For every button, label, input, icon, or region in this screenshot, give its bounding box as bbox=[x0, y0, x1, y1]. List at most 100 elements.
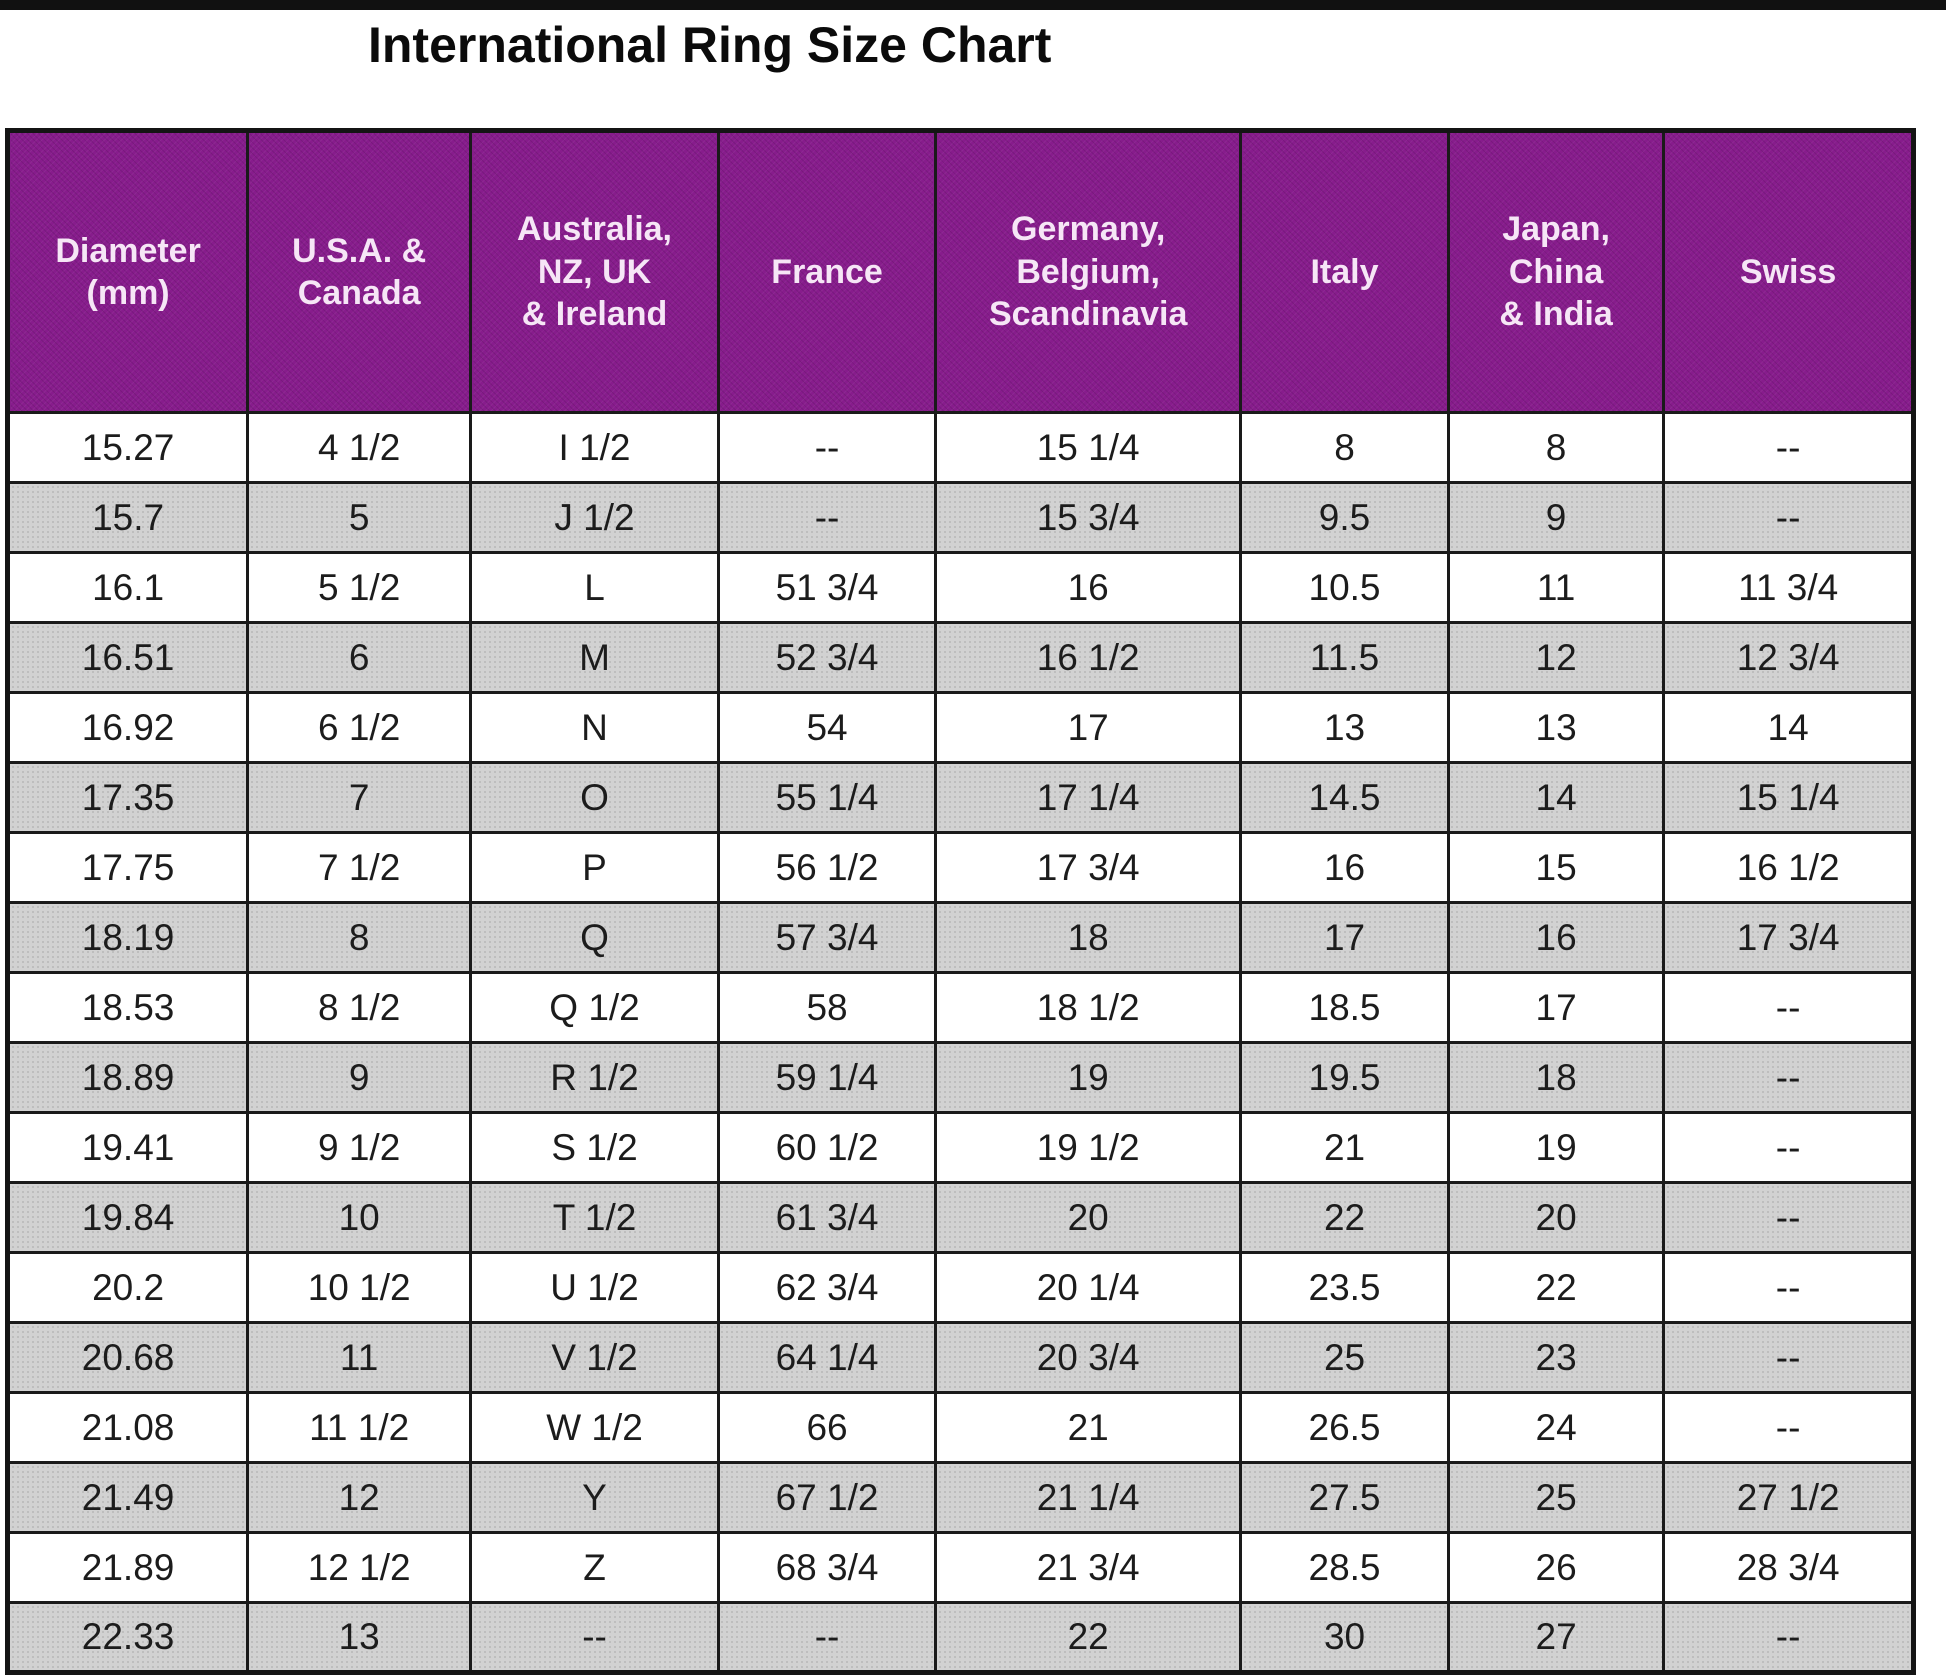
table-cell-ger_bel_scan: 18 bbox=[934, 901, 1243, 974]
table-cell-swiss: 27 1/2 bbox=[1662, 1461, 1915, 1534]
table-cell-swiss: -- bbox=[1662, 1321, 1915, 1394]
table-cell-aus_nz_uk_ie: V 1/2 bbox=[469, 1321, 720, 1394]
table-cell-aus_nz_uk_ie: M bbox=[469, 621, 720, 694]
table-cell-ger_bel_scan: 19 1/2 bbox=[934, 1111, 1243, 1184]
table-cell-japan_china_india: 27 bbox=[1446, 1601, 1666, 1674]
table-cell-swiss: 28 3/4 bbox=[1662, 1531, 1915, 1604]
table-cell-usa_canada: 8 1/2 bbox=[246, 971, 473, 1044]
column-header-italy: Italy bbox=[1239, 129, 1450, 414]
table-cell-swiss: -- bbox=[1662, 1181, 1915, 1254]
table-cell-italy: 25 bbox=[1239, 1321, 1450, 1394]
table-cell-italy: 21 bbox=[1239, 1111, 1450, 1184]
table-cell-france: 62 3/4 bbox=[716, 1251, 938, 1324]
table-cell-usa_canada: 6 1/2 bbox=[246, 691, 473, 764]
table-cell-france: 60 1/2 bbox=[716, 1111, 938, 1184]
table-row: 16.51 6 M 52 3/4 16 1/2 11.5 12 12 3/4 bbox=[5, 621, 1915, 694]
table-cell-diameter_mm: 21.89 bbox=[5, 1531, 250, 1604]
table-row: 21.49 12 Y 67 1/2 21 1/4 27.5 25 27 1/2 bbox=[5, 1461, 1915, 1534]
table-cell-usa_canada: 12 bbox=[246, 1461, 473, 1534]
table-cell-france: 51 3/4 bbox=[716, 551, 938, 624]
table-cell-italy: 26.5 bbox=[1239, 1391, 1450, 1464]
table-cell-japan_china_india: 20 bbox=[1446, 1181, 1666, 1254]
table-cell-japan_china_india: 11 bbox=[1446, 551, 1666, 624]
table-cell-italy: 14.5 bbox=[1239, 761, 1450, 834]
table-cell-aus_nz_uk_ie: J 1/2 bbox=[469, 481, 720, 554]
column-header-usa-canada: U.S.A. & Canada bbox=[246, 129, 473, 414]
table-cell-japan_china_india: 23 bbox=[1446, 1321, 1666, 1394]
table-cell-usa_canada: 5 1/2 bbox=[246, 551, 473, 624]
table-cell-swiss: 15 1/4 bbox=[1662, 761, 1915, 834]
table-cell-ger_bel_scan: 19 bbox=[934, 1041, 1243, 1114]
table-cell-swiss: 12 3/4 bbox=[1662, 621, 1915, 694]
table-cell-usa_canada: 13 bbox=[246, 1601, 473, 1674]
table-cell-france: -- bbox=[716, 1601, 938, 1674]
ring-size-table-body: 15.27 4 1/2 I 1/2 -- 15 1/4 8 8 -- 15.7 5 J 1/2 -- 1… bbox=[5, 411, 1915, 1674]
table-cell-usa_canada: 10 1/2 bbox=[246, 1251, 473, 1324]
table-cell-italy: 11.5 bbox=[1239, 621, 1450, 694]
table-cell-usa_canada: 4 1/2 bbox=[246, 411, 473, 484]
table-cell-swiss: -- bbox=[1662, 1601, 1915, 1674]
table-row: 16.1 5 1/2 L 51 3/4 16 10.5 11 11 3/4 bbox=[5, 551, 1915, 624]
table-cell-diameter_mm: 17.75 bbox=[5, 831, 250, 904]
table-cell-diameter_mm: 18.53 bbox=[5, 971, 250, 1044]
table-cell-ger_bel_scan: 15 3/4 bbox=[934, 481, 1243, 554]
table-cell-ger_bel_scan: 17 bbox=[934, 691, 1243, 764]
table-cell-swiss: 17 3/4 bbox=[1662, 901, 1915, 974]
page-title: International Ring Size Chart bbox=[368, 17, 1052, 73]
table-row: 15.27 4 1/2 I 1/2 -- 15 1/4 8 8 -- bbox=[5, 411, 1915, 484]
table-cell-france: 61 3/4 bbox=[716, 1181, 938, 1254]
table-cell-swiss: -- bbox=[1662, 971, 1915, 1044]
table-cell-swiss: -- bbox=[1662, 1391, 1915, 1464]
table-cell-usa_canada: 8 bbox=[246, 901, 473, 974]
table-cell-japan_china_india: 22 bbox=[1446, 1251, 1666, 1324]
table-cell-usa_canada: 10 bbox=[246, 1181, 473, 1254]
table-row: 22.33 13 -- -- 22 30 27 -- bbox=[5, 1601, 1915, 1674]
table-cell-diameter_mm: 20.68 bbox=[5, 1321, 250, 1394]
table-cell-aus_nz_uk_ie: S 1/2 bbox=[469, 1111, 720, 1184]
table-cell-usa_canada: 12 1/2 bbox=[246, 1531, 473, 1604]
table-cell-usa_canada: 7 bbox=[246, 761, 473, 834]
table-cell-italy: 16 bbox=[1239, 831, 1450, 904]
ring-size-table: Diameter (mm) U.S.A. & Canada Australia,… bbox=[5, 128, 1916, 1675]
column-header-germany-belgium-scandinavia: Germany, Belgium, Scandinavia bbox=[934, 129, 1243, 414]
table-row: 18.53 8 1/2 Q 1/2 58 18 1/2 18.5 17 -- bbox=[5, 971, 1915, 1044]
top-border-strip bbox=[0, 0, 1946, 10]
table-cell-swiss: -- bbox=[1662, 1111, 1915, 1184]
table-cell-italy: 22 bbox=[1239, 1181, 1450, 1254]
table-row: 18.89 9 R 1/2 59 1/4 19 19.5 18 -- bbox=[5, 1041, 1915, 1114]
table-cell-aus_nz_uk_ie: U 1/2 bbox=[469, 1251, 720, 1324]
table-row: 21.08 11 1/2 W 1/2 66 21 26.5 24 -- bbox=[5, 1391, 1915, 1464]
table-cell-diameter_mm: 21.08 bbox=[5, 1391, 250, 1464]
table-cell-usa_canada: 11 bbox=[246, 1321, 473, 1394]
table-cell-ger_bel_scan: 17 3/4 bbox=[934, 831, 1243, 904]
table-cell-japan_china_india: 8 bbox=[1446, 411, 1666, 484]
header-row: Diameter (mm) U.S.A. & Canada Australia,… bbox=[5, 129, 1915, 414]
table-cell-diameter_mm: 15.27 bbox=[5, 411, 250, 484]
table-cell-france: 54 bbox=[716, 691, 938, 764]
column-header-australia-nz-uk-ireland: Australia, NZ, UK & Ireland bbox=[469, 129, 720, 414]
table-cell-ger_bel_scan: 20 bbox=[934, 1181, 1243, 1254]
table-cell-aus_nz_uk_ie: Z bbox=[469, 1531, 720, 1604]
table-cell-usa_canada: 5 bbox=[246, 481, 473, 554]
table-cell-france: 64 1/4 bbox=[716, 1321, 938, 1394]
table-row: 18.19 8 Q 57 3/4 18 17 16 17 3/4 bbox=[5, 901, 1915, 974]
table-cell-aus_nz_uk_ie: I 1/2 bbox=[469, 411, 720, 484]
table-cell-ger_bel_scan: 21 bbox=[934, 1391, 1243, 1464]
table-cell-ger_bel_scan: 18 1/2 bbox=[934, 971, 1243, 1044]
table-cell-aus_nz_uk_ie: P bbox=[469, 831, 720, 904]
table-cell-usa_canada: 9 1/2 bbox=[246, 1111, 473, 1184]
table-cell-aus_nz_uk_ie: Q bbox=[469, 901, 720, 974]
table-row: 20.68 11 V 1/2 64 1/4 20 3/4 25 23 -- bbox=[5, 1321, 1915, 1394]
table-cell-diameter_mm: 16.51 bbox=[5, 621, 250, 694]
table-cell-diameter_mm: 22.33 bbox=[5, 1601, 250, 1674]
table-cell-swiss: -- bbox=[1662, 411, 1915, 484]
table-cell-italy: 27.5 bbox=[1239, 1461, 1450, 1534]
column-header-japan-china-india: Japan, China & India bbox=[1446, 129, 1666, 414]
table-cell-ger_bel_scan: 21 3/4 bbox=[934, 1531, 1243, 1604]
column-header-france: France bbox=[716, 129, 938, 414]
table-cell-italy: 30 bbox=[1239, 1601, 1450, 1674]
table-row: 20.2 10 1/2 U 1/2 62 3/4 20 1/4 23.5 22 -- bbox=[5, 1251, 1915, 1324]
table-cell-usa_canada: 6 bbox=[246, 621, 473, 694]
table-cell-italy: 10.5 bbox=[1239, 551, 1450, 624]
table-cell-diameter_mm: 18.89 bbox=[5, 1041, 250, 1114]
